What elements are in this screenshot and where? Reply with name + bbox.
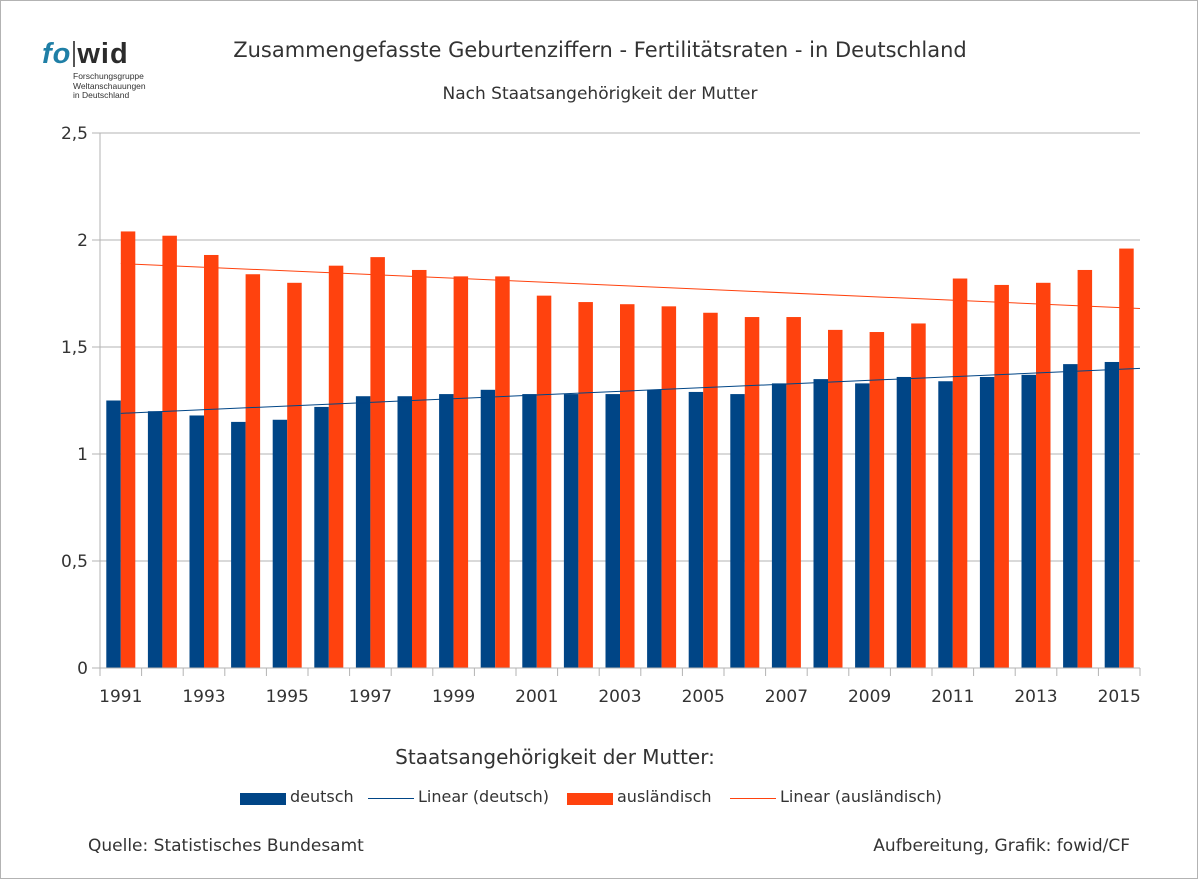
bar-deutsch: [1021, 374, 1036, 668]
bar-deutsch: [397, 396, 412, 668]
x-tick-label: 2011: [931, 687, 974, 707]
bar-auslaendisch: [412, 269, 427, 668]
legend-label-linear-auslaendisch: Linear (ausländisch): [780, 787, 942, 806]
legend-swatch-deutsch: [240, 793, 286, 805]
bar-deutsch: [147, 411, 163, 668]
bar-deutsch: [896, 376, 912, 668]
bar-auslaendisch: [703, 312, 718, 668]
bar-auslaendisch: [120, 231, 136, 668]
bar-deutsch: [813, 379, 828, 668]
bar-auslaendisch: [370, 257, 385, 668]
bar-deutsch: [355, 396, 371, 668]
bar-deutsch: [979, 376, 995, 668]
x-tick-label: 2015: [1098, 687, 1141, 707]
x-tick-label: 1993: [182, 687, 225, 707]
bar-deutsch: [522, 394, 537, 668]
x-tick-label: 2003: [598, 687, 641, 707]
bar-auslaendisch: [1119, 248, 1134, 668]
y-tick-label: 1: [77, 445, 88, 465]
bar-deutsch: [605, 394, 620, 668]
x-tick-label: 1997: [349, 687, 392, 707]
bar-deutsch: [480, 389, 496, 668]
bar-auslaendisch: [328, 265, 344, 668]
source-note: Quelle: Statistisches Bundesamt: [88, 836, 364, 856]
bar-auslaendisch: [911, 323, 926, 668]
bar-deutsch: [314, 406, 329, 668]
bar-auslaendisch: [994, 284, 1009, 668]
bar-auslaendisch: [744, 317, 760, 668]
bar-auslaendisch: [453, 276, 469, 668]
bar-auslaendisch: [162, 235, 177, 668]
bar-auslaendisch: [204, 254, 219, 669]
bar-deutsch: [231, 421, 246, 668]
bar-auslaendisch: [828, 329, 843, 668]
chart-title: Zusammengefasste Geburtenziffern - Ferti…: [233, 38, 967, 62]
legend-label-linear-deutsch: Linear (deutsch): [418, 787, 549, 806]
logo-fo: fo: [42, 38, 72, 70]
x-tick-label: 2007: [765, 687, 808, 707]
bar-deutsch: [1063, 364, 1078, 668]
legend-label-auslaendisch: ausländisch: [617, 787, 712, 806]
bar-deutsch: [189, 415, 204, 668]
bar-auslaendisch: [952, 278, 968, 668]
credit-note: Aufbereitung, Grafik: fowid/CF: [873, 836, 1130, 856]
bar-deutsch: [272, 419, 288, 668]
trendline-deutsch: [120, 367, 1141, 414]
trendline-auslaendisch: [120, 263, 1141, 309]
bar-deutsch: [855, 383, 870, 668]
bar-deutsch: [106, 400, 121, 668]
bar-deutsch: [1104, 361, 1120, 668]
bar-auslaendisch: [1077, 269, 1093, 668]
y-tick-label: 0: [77, 659, 88, 679]
logo-line-3: in Deutschland: [73, 90, 130, 100]
bar-auslaendisch: [245, 274, 261, 668]
bar-auslaendisch: [869, 332, 885, 668]
x-tick-label: 1991: [99, 687, 142, 707]
bar-deutsch: [730, 394, 745, 668]
bar-deutsch: [647, 389, 662, 668]
y-tick-label: 1,5: [61, 338, 88, 358]
bar-auslaendisch: [786, 317, 801, 668]
legend-swatch-linear-deutsch: [368, 798, 414, 799]
x-tick-label: 2001: [515, 687, 558, 707]
bar-deutsch: [688, 391, 704, 668]
x-tick-label: 2013: [1014, 687, 1057, 707]
bar-auslaendisch: [495, 276, 510, 668]
legend-label-deutsch: deutsch: [290, 787, 354, 806]
bar-deutsch: [439, 394, 454, 668]
bar-auslaendisch: [1036, 282, 1051, 668]
legend-title: Staatsangehörigkeit der Mutter:: [395, 745, 715, 769]
legend-swatch-auslaendisch: [567, 793, 613, 805]
x-tick-label: 1999: [432, 687, 475, 707]
bar-deutsch: [771, 383, 787, 668]
bar-auslaendisch: [620, 304, 635, 668]
bar-auslaendisch: [536, 295, 552, 668]
bar-auslaendisch: [661, 306, 677, 668]
x-tick-label: 2009: [848, 687, 891, 707]
fowid-logo: fo wid Forschungsgruppe Weltanschauungen …: [42, 40, 152, 110]
logo-line-2: Weltanschauungen: [73, 80, 146, 91]
bar-deutsch: [563, 394, 579, 668]
y-tick-label: 2,5: [61, 124, 88, 144]
chart-subtitle: Nach Staatsangehörigkeit der Mutter: [442, 84, 758, 104]
legend-swatch-linear-auslaendisch: [730, 798, 776, 799]
x-tick-label: 1995: [266, 687, 309, 707]
x-tick-label: 2005: [682, 687, 725, 707]
y-tick-label: 2: [77, 231, 88, 251]
y-tick-label: 0,5: [61, 552, 88, 572]
logo-line-1: Forschungsgruppe: [73, 71, 144, 81]
logo-wid: wid: [77, 38, 129, 70]
bar-auslaendisch: [287, 282, 302, 668]
bar-auslaendisch: [578, 302, 593, 668]
bar-deutsch: [938, 381, 953, 668]
legend: deutsch Linear (deutsch) ausländisch Lin…: [0, 786, 1200, 810]
